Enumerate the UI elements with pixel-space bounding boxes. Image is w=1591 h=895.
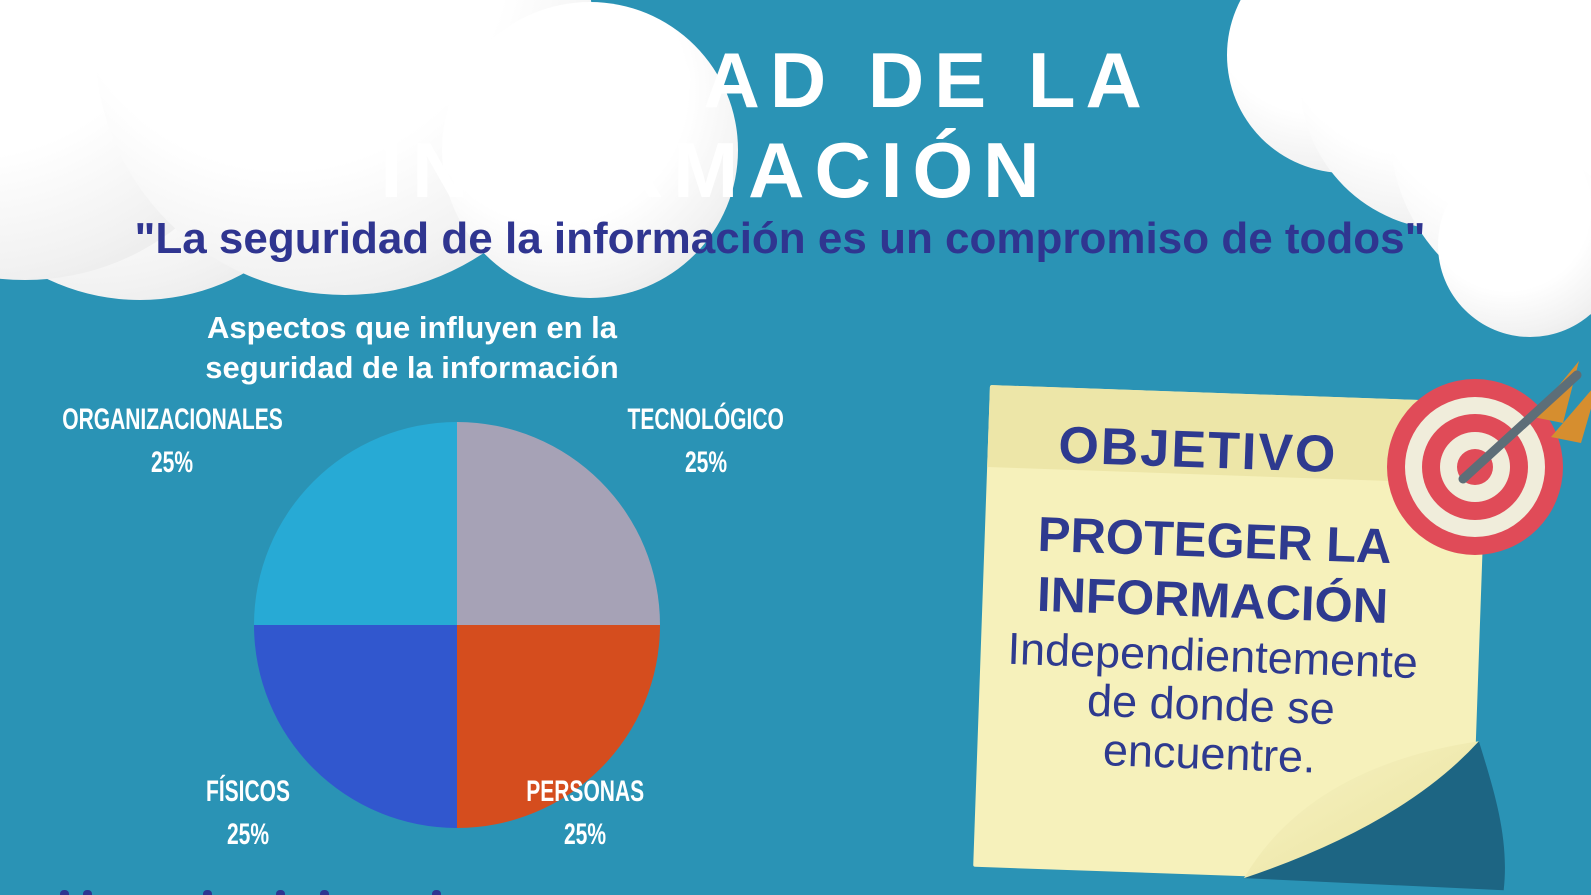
slice-label-text: FÍSICOS [205, 775, 290, 808]
page-title-line1: SEGURIDAD DE LA [278, 36, 1152, 124]
cloud-lobe [442, 2, 738, 298]
cropped-text-fragment [276, 890, 285, 895]
pie-slice-label-fisicos: FÍSICOS 25% [88, 776, 408, 851]
cropped-text-fragment [203, 890, 212, 895]
page-subtitle: "La seguridad de la información es un co… [134, 214, 1426, 263]
page-title-line2: INFORMACIÓN [380, 126, 1050, 214]
sticky-note: OBJETIVO PROTEGER LA INFORMACIÓN Indepen… [973, 385, 1505, 891]
pie-slice-label-personas: PERSONAS 25% [425, 776, 745, 851]
cloud-lobe [1438, 153, 1591, 337]
slice-pct-text: 25% [226, 818, 270, 851]
slice-label-text: ORGANIZACIONALES [61, 403, 283, 436]
chart-title-line2: seguridad de la información [205, 350, 619, 385]
pie-slice-label-organizacionales: ORGANIZACIONALES 25% [12, 404, 332, 479]
chart-title-line1: Aspectos que influyen en la [207, 310, 617, 345]
target-arrow-icon [1387, 361, 1591, 555]
arrow-icon [1458, 361, 1591, 484]
cropped-text-fragment [320, 890, 329, 895]
note-fold-flap [1243, 741, 1479, 879]
cropped-text-fragment [432, 890, 441, 895]
chart-title: Aspectos que influyen en la seguridad de… [112, 308, 712, 388]
slice-label-text: TECNOLÓGICO [627, 403, 785, 436]
slice-pct-text: 25% [563, 818, 607, 851]
note-corner-curl [1243, 741, 1505, 891]
pie-chart [254, 422, 660, 828]
pie-slice-label-tecnologico: TECNOLÓGICO 25% [546, 404, 866, 479]
slice-pct-text: 25% [684, 446, 728, 479]
cropped-text-fragment [60, 890, 69, 895]
slice-pct-text: 25% [150, 446, 194, 479]
slice-label-text: PERSONAS [526, 775, 644, 808]
cropped-text-fragment [83, 890, 92, 895]
